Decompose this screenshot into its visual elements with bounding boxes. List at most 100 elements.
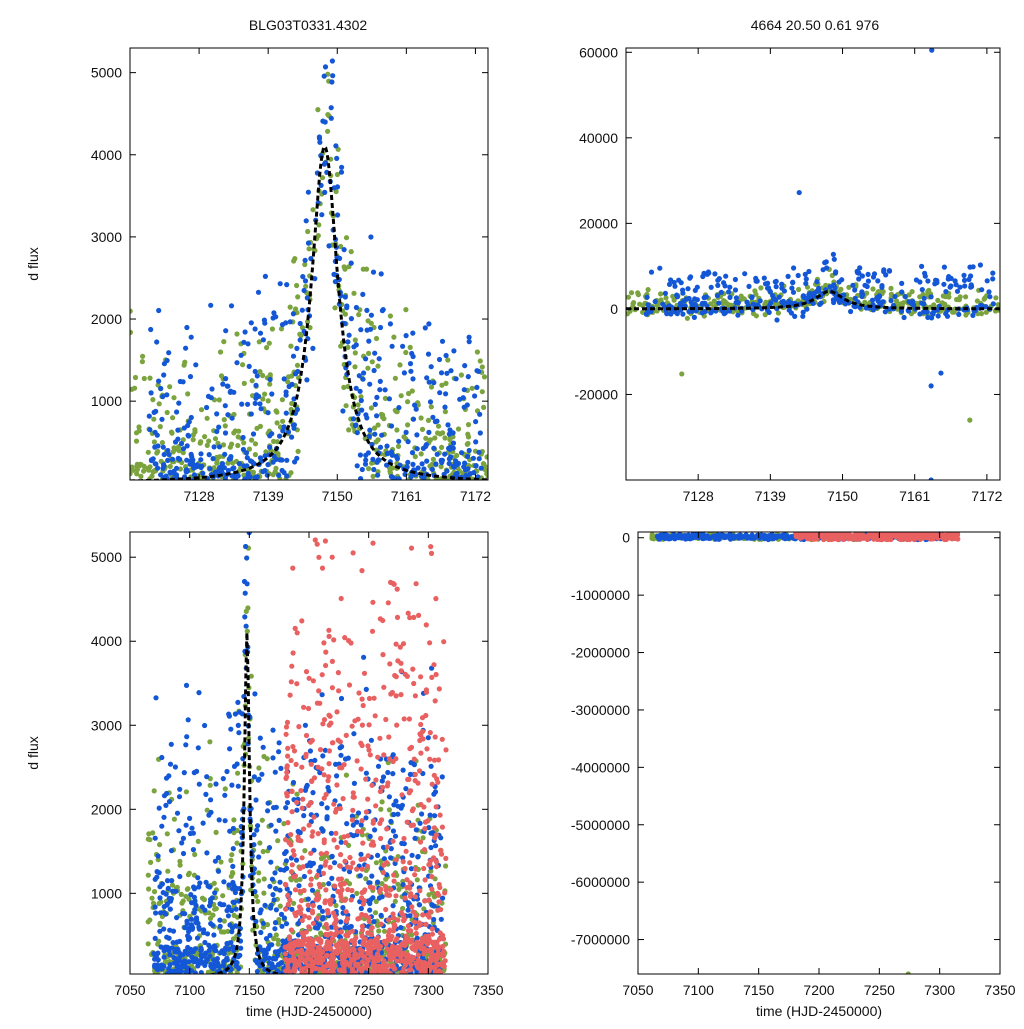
- data-point-blue: [192, 956, 197, 961]
- data-point-green: [167, 384, 172, 389]
- data-point-green: [796, 287, 801, 292]
- data-point-blue: [184, 469, 189, 474]
- data-point-red: [352, 953, 357, 958]
- data-point-blue: [273, 829, 278, 834]
- data-point-blue: [360, 377, 365, 382]
- data-point-blue: [157, 895, 162, 900]
- data-point-blue: [271, 310, 276, 315]
- data-point-blue: [225, 941, 230, 946]
- data-point-red: [363, 913, 368, 918]
- data-point-green: [658, 291, 663, 296]
- data-point-green: [185, 886, 190, 891]
- data-point-blue: [186, 433, 191, 438]
- data-point-blue: [387, 396, 392, 401]
- data-point-blue: [391, 903, 396, 908]
- data-point-blue: [167, 952, 172, 957]
- data-point-blue: [866, 272, 871, 277]
- data-point-blue: [411, 417, 416, 422]
- data-point-blue: [153, 910, 158, 915]
- data-point-blue: [222, 452, 227, 457]
- data-point-blue: [323, 119, 328, 124]
- data-point-red: [440, 737, 445, 742]
- data-point-blue: [715, 283, 720, 288]
- data-point-green: [231, 430, 236, 435]
- data-point-blue: [265, 808, 270, 813]
- data-point-blue: [251, 431, 256, 436]
- data-point-blue: [161, 964, 166, 969]
- data-point-blue: [284, 458, 289, 463]
- data-point-blue: [344, 305, 349, 310]
- data-point-green: [257, 369, 262, 374]
- data-point-green: [344, 403, 349, 408]
- y-tick-label: 40000: [579, 130, 618, 146]
- data-point-blue: [804, 276, 809, 281]
- data-point-red: [410, 667, 415, 672]
- data-point-blue: [467, 448, 472, 453]
- data-point-red: [365, 797, 370, 802]
- data-point-blue: [943, 289, 948, 294]
- data-point-green: [470, 386, 475, 391]
- data-point-green: [280, 397, 285, 402]
- data-point-green: [629, 290, 634, 295]
- data-point-red: [352, 942, 357, 947]
- y-tick-label: 5000: [91, 549, 122, 565]
- x-tick-label: 7161: [899, 488, 930, 504]
- data-point-blue: [306, 241, 311, 246]
- data-point-blue: [767, 310, 772, 315]
- data-point-blue: [991, 301, 996, 306]
- data-point-blue: [319, 801, 324, 806]
- data-point-red: [315, 873, 320, 878]
- data-point-red: [296, 724, 301, 729]
- data-point-green: [993, 295, 998, 300]
- data-point-blue: [929, 294, 934, 299]
- data-point-red: [307, 915, 312, 920]
- data-point-red: [424, 746, 429, 751]
- data-point-red: [285, 793, 290, 798]
- data-point-red: [375, 939, 380, 944]
- data-point-blue: [910, 299, 915, 304]
- data-point-blue: [211, 932, 216, 937]
- data-point-blue: [303, 723, 308, 728]
- data-point-blue: [291, 423, 296, 428]
- x-tick-label: 7350: [472, 982, 503, 998]
- data-point-green: [442, 435, 447, 440]
- data-point-red: [429, 675, 434, 680]
- data-point-red: [405, 674, 410, 679]
- data-point-blue: [223, 403, 228, 408]
- data-point-blue: [962, 283, 967, 288]
- data-point-blue: [695, 285, 700, 290]
- data-point-red: [300, 797, 305, 802]
- x-axis-title: time (HJD-2450000): [246, 1003, 372, 1019]
- data-point-blue: [296, 883, 301, 888]
- data-point-green: [150, 830, 155, 835]
- data-point-green: [685, 316, 690, 321]
- data-point-red: [306, 951, 311, 956]
- data-point-green: [466, 422, 471, 427]
- data-point-red: [340, 954, 345, 959]
- data-point-green: [723, 299, 728, 304]
- data-point-blue: [391, 802, 396, 807]
- y-tick-label: 1000: [91, 885, 122, 901]
- data-point-red: [412, 872, 417, 877]
- data-point-green: [205, 443, 210, 448]
- data-point-green: [646, 287, 651, 292]
- data-point-blue: [243, 591, 248, 596]
- data-point-blue: [437, 357, 442, 362]
- data-point-red: [408, 891, 413, 896]
- data-point-green: [399, 393, 404, 398]
- data-point-red: [293, 873, 298, 878]
- data-point-red: [418, 946, 423, 951]
- data-point-blue: [379, 913, 384, 918]
- data-point-red: [310, 834, 315, 839]
- data-point-red: [324, 953, 329, 958]
- data-point-blue: [330, 73, 335, 78]
- x-tick-label: 7172: [460, 488, 491, 504]
- data-point-red: [338, 883, 343, 888]
- data-point-blue: [375, 880, 380, 885]
- data-point-red: [330, 685, 335, 690]
- data-point-blue: [295, 369, 300, 374]
- data-point-blue: [418, 821, 423, 826]
- data-point-blue: [393, 834, 398, 839]
- data-point-blue: [978, 262, 983, 267]
